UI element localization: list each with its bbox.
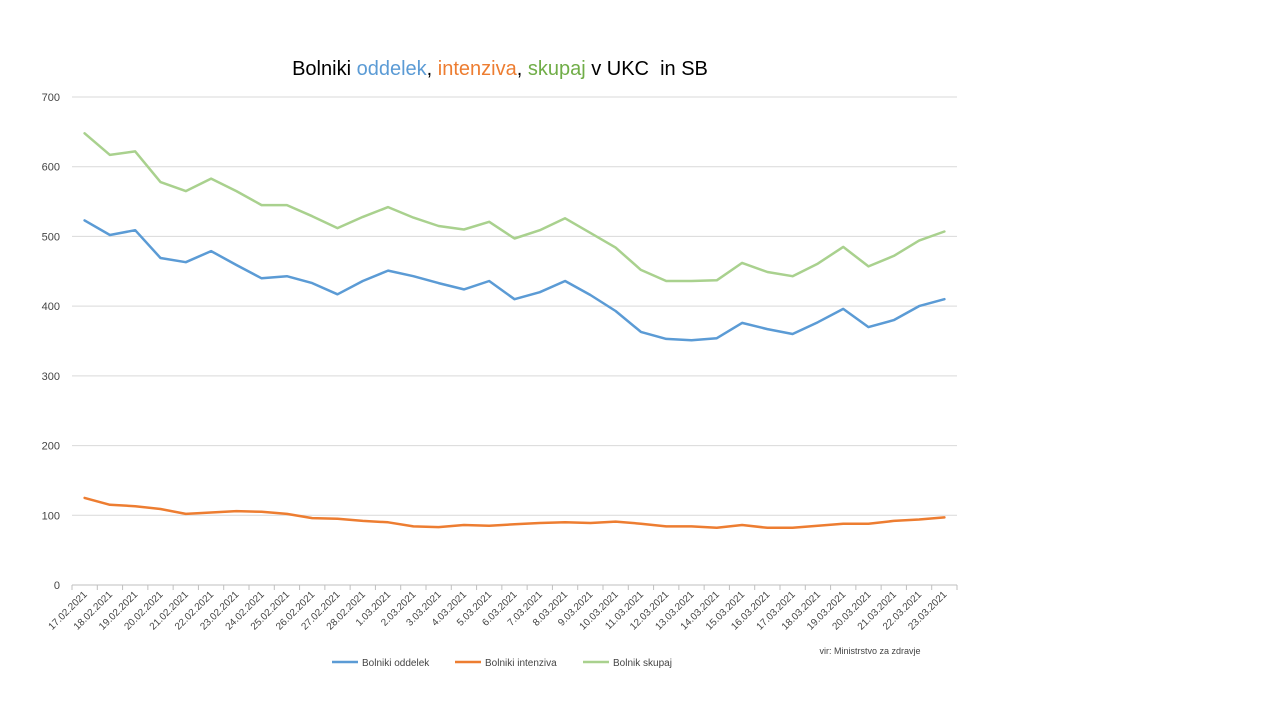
y-tick-label: 400 — [42, 301, 60, 313]
legend-label: Bolniki oddelek — [362, 658, 430, 669]
title-part: skupaj — [528, 58, 586, 80]
title-part: intenziva — [438, 58, 518, 80]
title-part: , — [517, 58, 528, 80]
legend: Bolniki oddelek Bolniki intenziva Bolnik s… — [332, 658, 672, 669]
series-line-bolnik-skupaj — [83, 132, 946, 283]
chart-title: Bolniki oddelek, intenziva, skupaj v UKC… — [292, 58, 708, 80]
series-line-bolniki-oddelek — [83, 219, 946, 342]
title-part: v UKC in SB — [586, 58, 708, 80]
title-part: , — [427, 58, 438, 80]
y-axis: 0 100 200 300 400 500 600 700 — [42, 92, 60, 592]
x-axis: 17.02.202118.02.202119.02.202120.02.2021… — [47, 585, 958, 633]
series-lines — [83, 132, 946, 530]
series-line-bolniki-intenziva — [83, 496, 946, 530]
y-tick-label: 100 — [42, 510, 60, 522]
title-part: Bolniki — [292, 58, 356, 80]
y-tick-label: 600 — [42, 162, 60, 174]
y-tick-label: 0 — [54, 580, 60, 592]
y-tick-label: 700 — [42, 92, 60, 104]
legend-label: Bolnik skupaj — [613, 658, 672, 669]
source-note: vir: Ministrstvo za zdravje — [819, 646, 920, 656]
y-tick-label: 200 — [42, 441, 60, 453]
legend-label: Bolniki intenziva — [485, 658, 557, 669]
title-part: oddelek — [357, 58, 428, 80]
y-tick-label: 500 — [42, 231, 60, 243]
gridlines — [72, 96, 957, 586]
y-tick-label: 300 — [42, 371, 60, 383]
